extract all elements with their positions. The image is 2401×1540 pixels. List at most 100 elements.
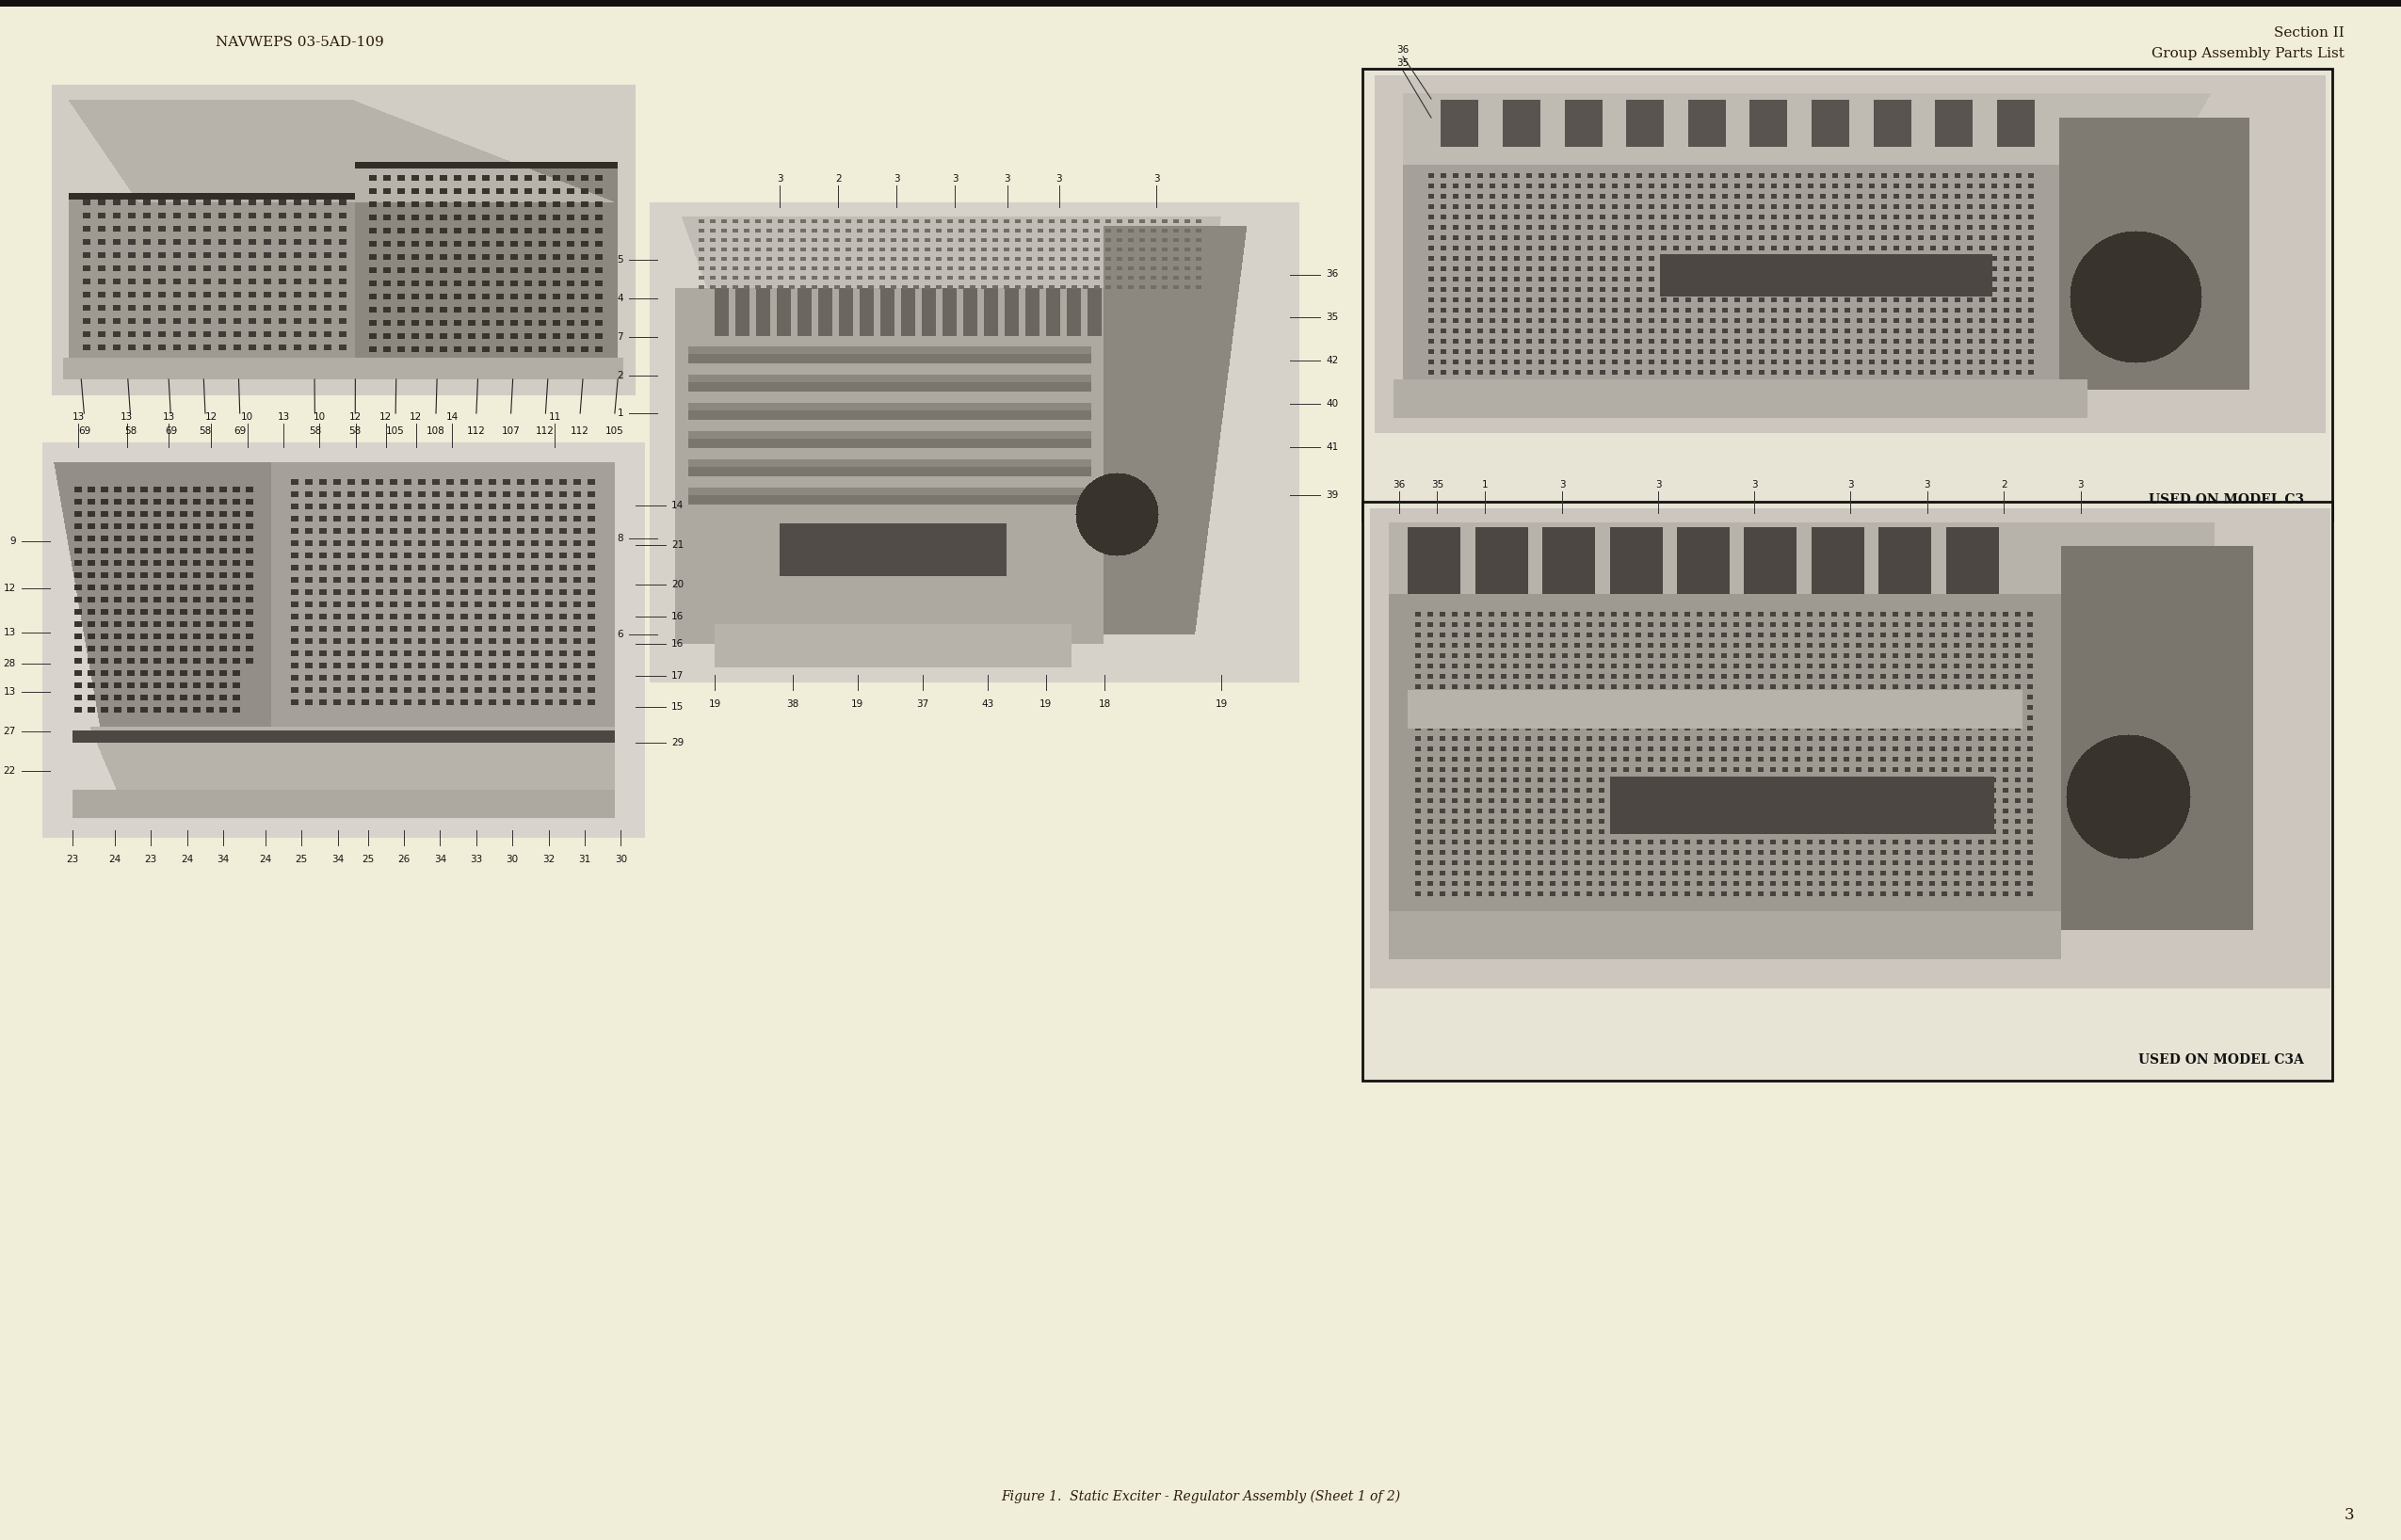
Text: 105: 105 bbox=[387, 427, 406, 436]
Text: 19: 19 bbox=[852, 699, 864, 708]
Text: 3: 3 bbox=[2343, 1508, 2353, 1523]
Text: 20: 20 bbox=[672, 581, 684, 590]
Text: 10: 10 bbox=[315, 413, 327, 422]
Text: 14: 14 bbox=[447, 413, 459, 422]
Text: 12: 12 bbox=[351, 413, 363, 422]
Text: 36: 36 bbox=[1397, 45, 1409, 54]
Text: 31: 31 bbox=[579, 855, 591, 864]
Text: 25: 25 bbox=[295, 855, 307, 864]
Text: 1: 1 bbox=[617, 410, 624, 419]
Text: Group Assembly Parts List: Group Assembly Parts List bbox=[2151, 48, 2343, 60]
Text: 69: 69 bbox=[79, 427, 91, 436]
Text: 21: 21 bbox=[672, 541, 684, 550]
Text: 41: 41 bbox=[1325, 442, 1337, 451]
Text: 38: 38 bbox=[788, 699, 800, 708]
Text: 9: 9 bbox=[10, 536, 17, 547]
Text: 3: 3 bbox=[2077, 480, 2084, 490]
Text: 112: 112 bbox=[571, 427, 588, 436]
Text: 3: 3 bbox=[951, 174, 958, 183]
Text: 1: 1 bbox=[1481, 480, 1489, 490]
Text: 107: 107 bbox=[502, 427, 521, 436]
Text: 35: 35 bbox=[1397, 59, 1409, 68]
Text: 39: 39 bbox=[1325, 491, 1337, 500]
Text: 108: 108 bbox=[427, 427, 444, 436]
Text: 6: 6 bbox=[617, 630, 624, 639]
Text: 58: 58 bbox=[199, 427, 211, 436]
Text: NAVWEPS 03-5AD-109: NAVWEPS 03-5AD-109 bbox=[216, 35, 384, 49]
Text: 7: 7 bbox=[617, 333, 624, 342]
Text: 23: 23 bbox=[67, 855, 79, 864]
Text: 36: 36 bbox=[1325, 269, 1337, 279]
Text: 12: 12 bbox=[379, 413, 391, 422]
Text: 13: 13 bbox=[2, 687, 17, 696]
Text: 4: 4 bbox=[617, 294, 624, 303]
Text: 33: 33 bbox=[471, 855, 483, 864]
Text: 34: 34 bbox=[435, 855, 447, 864]
Text: USED ON MODEL C3A: USED ON MODEL C3A bbox=[2139, 1053, 2305, 1067]
Text: Section II: Section II bbox=[2274, 26, 2343, 40]
Text: 43: 43 bbox=[982, 699, 994, 708]
Text: 3: 3 bbox=[1923, 480, 1930, 490]
Bar bbox=[1361, 502, 2331, 1081]
Text: 24: 24 bbox=[108, 855, 120, 864]
Text: 29: 29 bbox=[672, 738, 684, 747]
Text: 3: 3 bbox=[1004, 174, 1011, 183]
Text: 3: 3 bbox=[1654, 480, 1661, 490]
Text: 34: 34 bbox=[331, 855, 343, 864]
Text: 105: 105 bbox=[605, 427, 624, 436]
Text: 5: 5 bbox=[617, 256, 624, 265]
Text: 23: 23 bbox=[144, 855, 156, 864]
Text: 30: 30 bbox=[507, 855, 519, 864]
Text: 3: 3 bbox=[1152, 174, 1160, 183]
Text: 13: 13 bbox=[72, 413, 84, 422]
Text: 28: 28 bbox=[2, 659, 17, 668]
Text: 3: 3 bbox=[1558, 480, 1565, 490]
Text: USED ON MODEL C3: USED ON MODEL C3 bbox=[2149, 493, 2305, 507]
Text: 69: 69 bbox=[166, 427, 178, 436]
Text: 2: 2 bbox=[2000, 480, 2007, 490]
Text: 8: 8 bbox=[617, 534, 624, 544]
Bar bbox=[0, 0, 2401, 6]
Text: 35: 35 bbox=[1325, 313, 1337, 322]
Bar bbox=[1361, 69, 2331, 521]
Text: 58: 58 bbox=[348, 427, 363, 436]
Text: 24: 24 bbox=[180, 855, 192, 864]
Text: 3: 3 bbox=[1056, 174, 1061, 183]
Text: 26: 26 bbox=[399, 855, 411, 864]
Text: 18: 18 bbox=[1097, 699, 1112, 708]
Text: 13: 13 bbox=[120, 413, 132, 422]
Text: 15: 15 bbox=[672, 702, 684, 711]
Text: 2: 2 bbox=[617, 371, 624, 380]
Text: 112: 112 bbox=[466, 427, 485, 436]
Text: 19: 19 bbox=[1040, 699, 1052, 708]
Text: 37: 37 bbox=[917, 699, 929, 708]
Text: 12: 12 bbox=[204, 413, 218, 422]
Text: 19: 19 bbox=[1215, 699, 1227, 708]
Text: 13: 13 bbox=[276, 413, 291, 422]
Text: 58: 58 bbox=[310, 427, 322, 436]
Text: 13: 13 bbox=[2, 627, 17, 638]
Text: 3: 3 bbox=[893, 174, 900, 183]
Text: 25: 25 bbox=[363, 855, 375, 864]
Text: 35: 35 bbox=[1431, 480, 1443, 490]
Text: 12: 12 bbox=[411, 413, 423, 422]
Text: 22: 22 bbox=[2, 765, 17, 775]
Text: 12: 12 bbox=[2, 584, 17, 593]
Text: 3: 3 bbox=[1846, 480, 1854, 490]
Text: 19: 19 bbox=[708, 699, 720, 708]
Text: 58: 58 bbox=[125, 427, 137, 436]
Text: 112: 112 bbox=[535, 427, 555, 436]
Text: 40: 40 bbox=[1325, 399, 1337, 408]
Text: 69: 69 bbox=[233, 427, 247, 436]
Text: 3: 3 bbox=[776, 174, 783, 183]
Text: 42: 42 bbox=[1325, 356, 1337, 365]
Text: 32: 32 bbox=[543, 855, 555, 864]
Text: Figure 1.  Static Exciter - Regulator Assembly (Sheet 1 of 2): Figure 1. Static Exciter - Regulator Ass… bbox=[1001, 1489, 1400, 1503]
Text: 2: 2 bbox=[836, 174, 840, 183]
Text: 24: 24 bbox=[259, 855, 271, 864]
Text: 36: 36 bbox=[1393, 480, 1405, 490]
Text: 13: 13 bbox=[163, 413, 175, 422]
Text: 30: 30 bbox=[615, 855, 627, 864]
Text: 17: 17 bbox=[672, 671, 684, 681]
Text: 16: 16 bbox=[672, 611, 684, 621]
